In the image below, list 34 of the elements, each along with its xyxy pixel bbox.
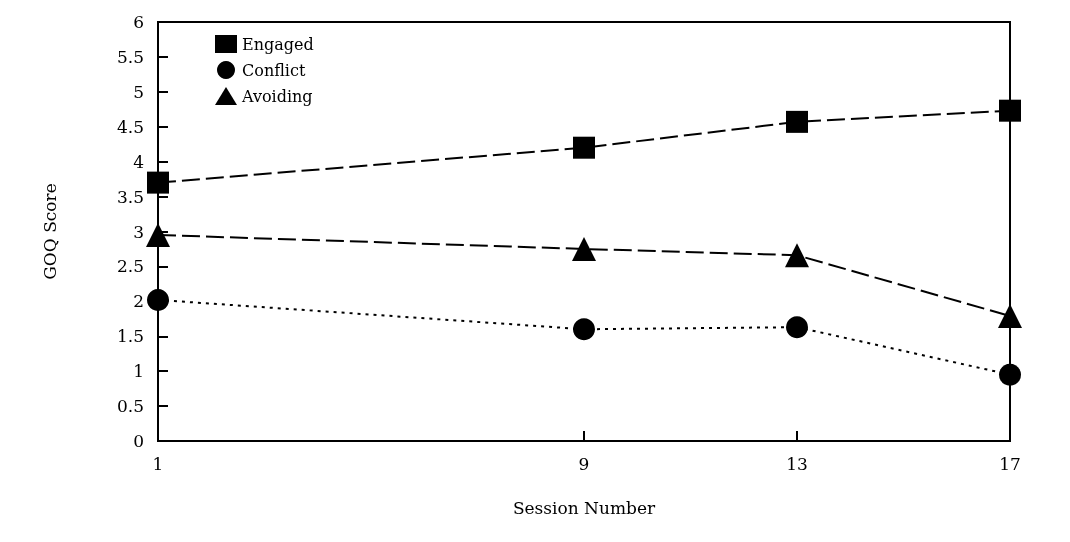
point bbox=[999, 99, 1021, 122]
point bbox=[786, 110, 808, 133]
point bbox=[998, 304, 1022, 328]
x-tick-label: 13 bbox=[786, 453, 808, 474]
point bbox=[573, 318, 595, 341]
y-tick-label: 6 bbox=[133, 12, 144, 32]
legend-label: Avoiding bbox=[241, 86, 313, 106]
y-tick-label: 2 bbox=[133, 291, 144, 312]
point bbox=[146, 222, 170, 247]
y-tick-label: 4.5 bbox=[116, 116, 144, 137]
y-tick-label: 0 bbox=[133, 431, 144, 451]
point bbox=[573, 136, 595, 159]
y-tick-label: 4 bbox=[133, 151, 144, 172]
point bbox=[147, 171, 169, 194]
y-tick-label: 5.5 bbox=[116, 46, 144, 67]
point bbox=[786, 316, 808, 339]
y-tick-label: 1 bbox=[133, 361, 144, 382]
x-tick-label: 17 bbox=[999, 453, 1021, 474]
y-tick-label: 0.5 bbox=[116, 396, 144, 417]
x-tick-label: 1 bbox=[152, 453, 164, 474]
point bbox=[147, 288, 169, 311]
y-tick-label: 2.5 bbox=[116, 256, 144, 277]
point bbox=[572, 236, 596, 261]
point bbox=[785, 243, 809, 268]
y-tick-label: 3 bbox=[133, 221, 144, 242]
y-tick-label: 5 bbox=[133, 81, 144, 102]
legend-label: Conflict bbox=[242, 60, 306, 80]
x-axis-title: Session Number bbox=[512, 497, 656, 518]
y-tick-label: 3.5 bbox=[116, 186, 144, 207]
y-axis-title: GOQ Score bbox=[39, 183, 60, 280]
legend-label: Engaged bbox=[242, 34, 314, 54]
y-tick-label: 1.5 bbox=[116, 326, 144, 347]
point bbox=[999, 363, 1021, 386]
x-tick-label: 9 bbox=[578, 453, 590, 474]
